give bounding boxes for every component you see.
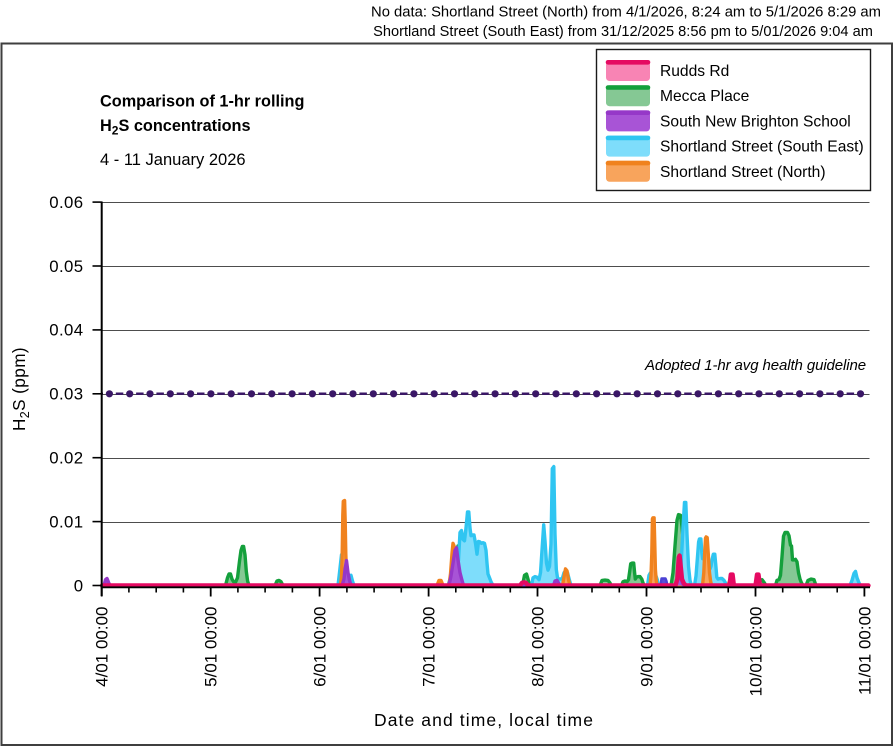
svg-text:Shortland Street (South East): Shortland Street (South East) from 31/12… — [373, 24, 873, 40]
svg-text:4/01 00:00: 4/01 00:00 — [93, 607, 112, 687]
svg-text:Adopted 1-hr avg health guidel: Adopted 1-hr avg health guideline — [644, 357, 866, 374]
svg-text:Rudds Rd: Rudds Rd — [660, 63, 729, 80]
svg-text:Date and time, local time: Date and time, local time — [374, 710, 594, 730]
svg-text:0.03: 0.03 — [49, 385, 83, 404]
svg-text:No data: Shortland Street (Nor: No data: Shortland Street (North) from 4… — [371, 5, 881, 21]
svg-text:9/01 00:00: 9/01 00:00 — [638, 607, 657, 687]
svg-text:8/01 00:00: 8/01 00:00 — [529, 607, 548, 687]
svg-text:4 - 11 January 2026: 4 - 11 January 2026 — [100, 151, 246, 169]
svg-text:H2S (ppm): H2S (ppm) — [9, 347, 32, 431]
svg-text:Shortland Street (North): Shortland Street (North) — [660, 164, 826, 181]
svg-text:0.02: 0.02 — [49, 449, 83, 468]
svg-text:Shortland Street (South East): Shortland Street (South East) — [660, 139, 864, 156]
svg-text:5/01 00:00: 5/01 00:00 — [202, 607, 221, 687]
svg-text:Comparison of 1-hr rolling: Comparison of 1-hr rolling — [100, 93, 304, 111]
svg-text:Mecca Place: Mecca Place — [660, 88, 749, 105]
svg-text:H2S concentrations: H2S concentrations — [100, 117, 251, 138]
svg-text:0.06: 0.06 — [49, 193, 83, 212]
svg-text:0.05: 0.05 — [49, 257, 83, 276]
svg-text:7/01 00:00: 7/01 00:00 — [420, 607, 439, 687]
svg-text:6/01 00:00: 6/01 00:00 — [311, 607, 330, 687]
svg-text:0.04: 0.04 — [49, 321, 83, 340]
svg-text:11/01 00:00: 11/01 00:00 — [855, 607, 874, 696]
svg-text:0: 0 — [74, 576, 84, 595]
svg-text:0.01: 0.01 — [49, 512, 83, 531]
svg-text:10/01 00:00: 10/01 00:00 — [747, 607, 766, 697]
svg-text:South New Brighton School: South New Brighton School — [660, 113, 851, 130]
